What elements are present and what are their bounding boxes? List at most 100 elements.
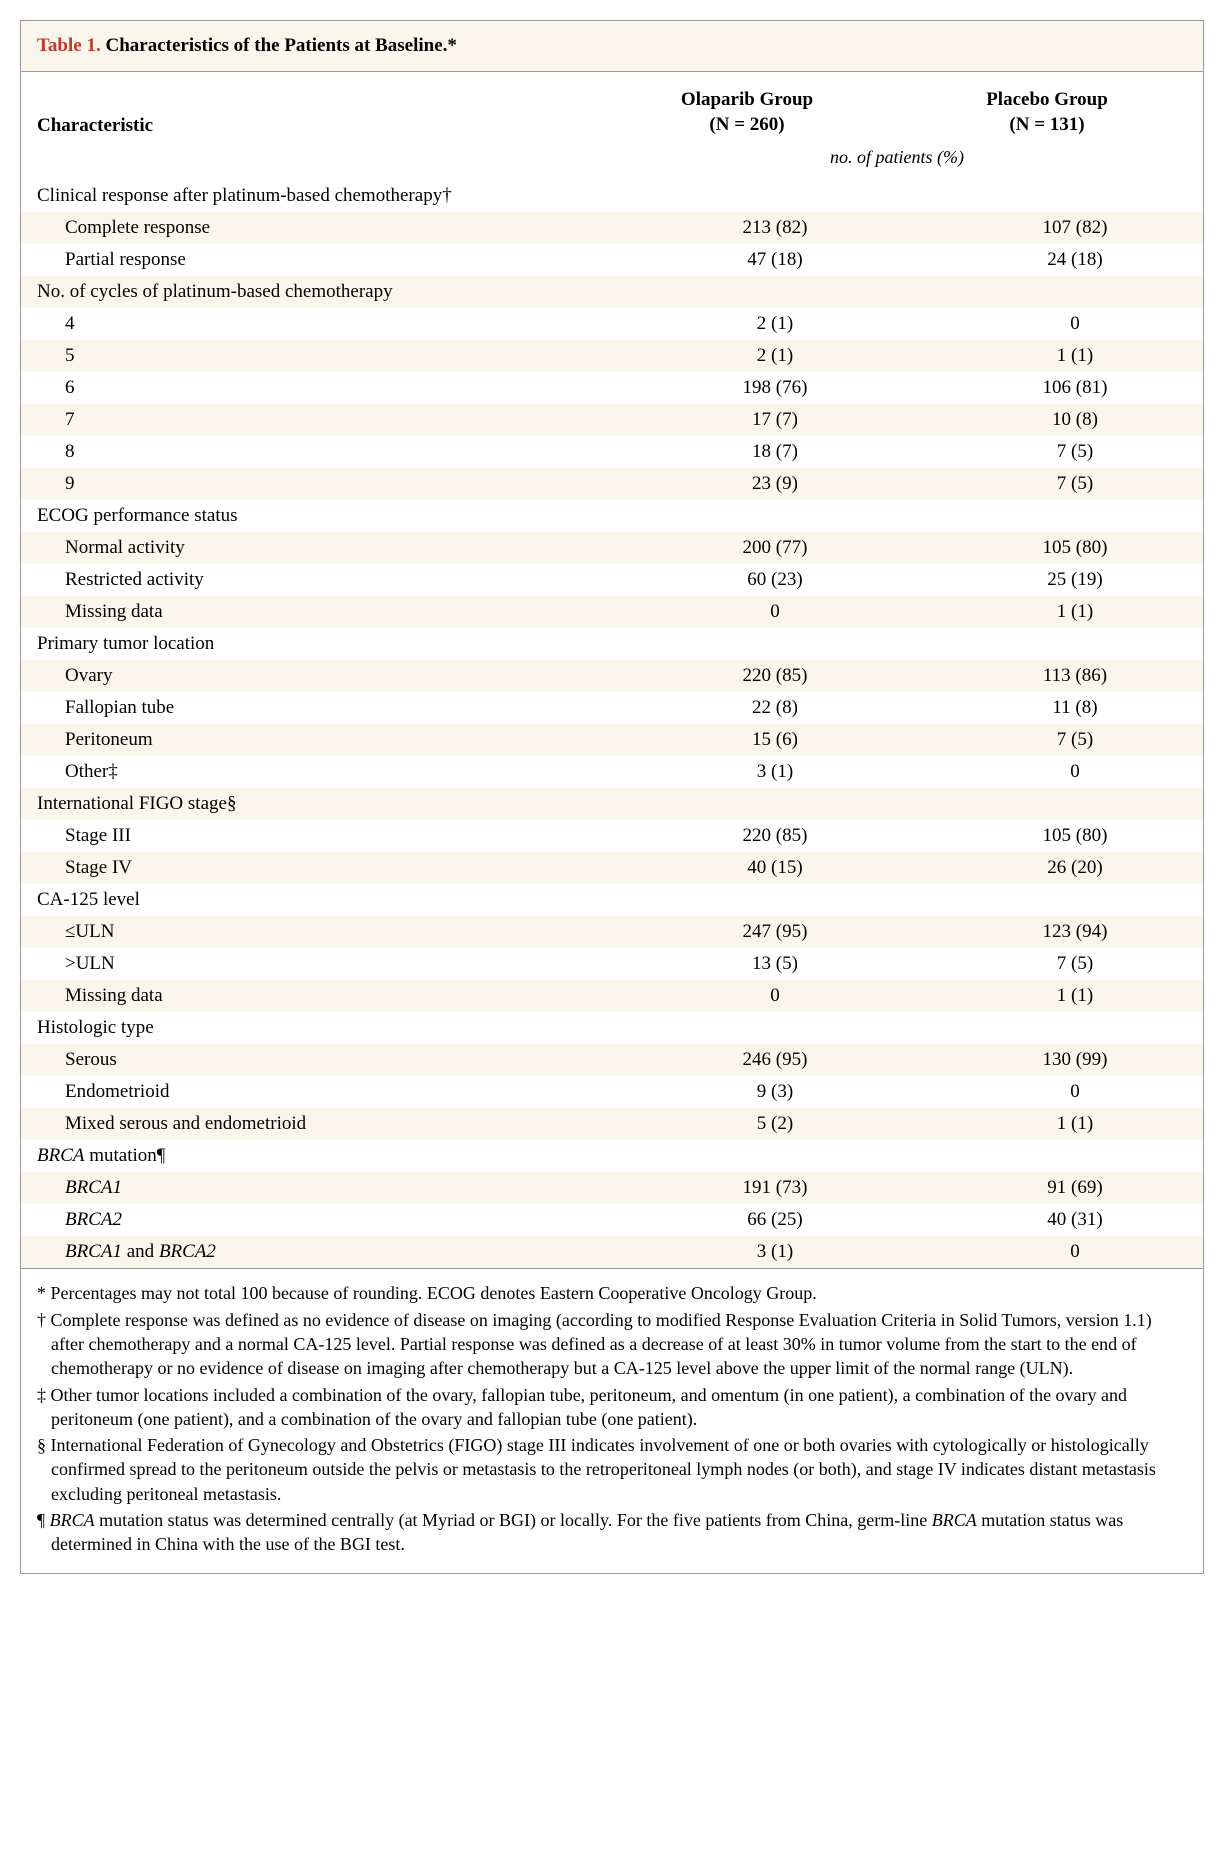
- footnote: ¶ BRCA mutation status was determined ce…: [37, 1508, 1187, 1557]
- row-label: Restricted activity: [37, 569, 625, 591]
- row-olaparib: 15 (6): [625, 729, 925, 751]
- table-row: Restricted activity60 (23)25 (19): [21, 564, 1203, 596]
- row-placebo: 40 (31): [925, 1209, 1222, 1231]
- row-placebo: 1 (1): [925, 1113, 1222, 1135]
- row-olaparib: 200 (77): [625, 537, 925, 559]
- row-olaparib: 3 (1): [625, 761, 925, 783]
- table-row: Complete response213 (82)107 (82): [21, 212, 1203, 244]
- table-row: Fallopian tube22 (8)11 (8): [21, 692, 1203, 724]
- row-olaparib: 220 (85): [625, 825, 925, 847]
- row-label: Stage IV: [37, 857, 625, 879]
- row-placebo: 7 (5): [925, 473, 1222, 495]
- section-label: International FIGO stage§: [37, 793, 597, 815]
- row-olaparib: 220 (85): [625, 665, 925, 687]
- row-olaparib: 191 (73): [625, 1177, 925, 1199]
- row-olaparib: 2 (1): [625, 313, 925, 335]
- row-olaparib: 3 (1): [625, 1241, 925, 1263]
- row-placebo: 107 (82): [925, 217, 1222, 239]
- row-label: Peritoneum: [37, 729, 625, 751]
- table-row: Endometrioid9 (3)0: [21, 1076, 1203, 1108]
- row-olaparib: 60 (23): [625, 569, 925, 591]
- table-row: 6198 (76)106 (81): [21, 372, 1203, 404]
- section-label: Primary tumor location: [37, 633, 597, 655]
- row-label: Mixed serous and endometrioid: [37, 1113, 625, 1135]
- header-placebo-l2: (N = 131): [1009, 114, 1084, 135]
- row-label: 6: [37, 377, 625, 399]
- row-label: BRCA1: [37, 1177, 625, 1199]
- footnotes: * Percentages may not total 100 because …: [21, 1268, 1203, 1572]
- table-number: Table 1.: [37, 35, 101, 56]
- section-label: CA-125 level: [37, 889, 597, 911]
- row-olaparib: 13 (5): [625, 953, 925, 975]
- table-row: 818 (7)7 (5): [21, 436, 1203, 468]
- row-placebo: 0: [925, 1081, 1222, 1103]
- row-olaparib: 23 (9): [625, 473, 925, 495]
- row-olaparib: 5 (2): [625, 1113, 925, 1135]
- row-olaparib: 213 (82): [625, 217, 925, 239]
- table-title: Characteristics of the Patients at Basel…: [101, 35, 457, 56]
- row-olaparib: 246 (95): [625, 1049, 925, 1071]
- row-placebo: 91 (69): [925, 1177, 1222, 1199]
- row-olaparib: 247 (95): [625, 921, 925, 943]
- table-row: 923 (9)7 (5): [21, 468, 1203, 500]
- row-placebo: 106 (81): [925, 377, 1222, 399]
- row-olaparib: 17 (7): [625, 409, 925, 431]
- row-placebo: 7 (5): [925, 441, 1222, 463]
- table-row: Normal activity200 (77)105 (80): [21, 532, 1203, 564]
- row-label: BRCA1 and BRCA2: [37, 1241, 625, 1263]
- row-placebo: 105 (80): [925, 825, 1222, 847]
- table-row: BRCA mutation¶: [21, 1140, 1203, 1172]
- table-row: Stage IV40 (15)26 (20): [21, 852, 1203, 884]
- table-row: No. of cycles of platinum-based chemothe…: [21, 276, 1203, 308]
- table-row: BRCA1191 (73)91 (69): [21, 1172, 1203, 1204]
- row-label: Complete response: [37, 217, 625, 239]
- row-placebo: 130 (99): [925, 1049, 1222, 1071]
- table-row: BRCA266 (25)40 (31): [21, 1204, 1203, 1236]
- table-row: Partial response47 (18)24 (18): [21, 244, 1203, 276]
- row-olaparib: 0: [625, 985, 925, 1007]
- section-label: No. of cycles of platinum-based chemothe…: [37, 281, 597, 303]
- table-row: Missing data01 (1): [21, 980, 1203, 1012]
- row-olaparib: 66 (25): [625, 1209, 925, 1231]
- row-label: Partial response: [37, 249, 625, 271]
- row-label: Fallopian tube: [37, 697, 625, 719]
- row-placebo: 10 (8): [925, 409, 1222, 431]
- table-title-row: Table 1. Characteristics of the Patients…: [21, 21, 1203, 72]
- row-placebo: 7 (5): [925, 953, 1222, 975]
- header-olaparib-l2: (N = 260): [709, 114, 784, 135]
- table-body: Clinical response after platinum-based c…: [21, 180, 1203, 1268]
- table-row: Clinical response after platinum-based c…: [21, 180, 1203, 212]
- row-placebo: 26 (20): [925, 857, 1222, 879]
- row-label: Missing data: [37, 601, 625, 623]
- footnote: * Percentages may not total 100 because …: [37, 1281, 1187, 1305]
- row-label: Endometrioid: [37, 1081, 625, 1103]
- row-placebo: 105 (80): [925, 537, 1222, 559]
- row-olaparib: 9 (3): [625, 1081, 925, 1103]
- section-label: ECOG performance status: [37, 505, 597, 527]
- row-olaparib: 198 (76): [625, 377, 925, 399]
- row-label: Normal activity: [37, 537, 625, 559]
- row-label: Serous: [37, 1049, 625, 1071]
- row-label: Other‡: [37, 761, 625, 783]
- row-placebo: 1 (1): [925, 985, 1222, 1007]
- table-row: 52 (1)1 (1): [21, 340, 1203, 372]
- row-placebo: 123 (94): [925, 921, 1222, 943]
- row-label: 8: [37, 441, 625, 463]
- row-placebo: 0: [925, 313, 1222, 335]
- row-placebo: 11 (8): [925, 697, 1222, 719]
- header-placebo: Placebo Group (N = 131): [897, 88, 1197, 137]
- section-label: Histologic type: [37, 1017, 597, 1039]
- row-label: Stage III: [37, 825, 625, 847]
- row-label: 7: [37, 409, 625, 431]
- row-placebo: 0: [925, 761, 1222, 783]
- row-label: 9: [37, 473, 625, 495]
- row-placebo: 1 (1): [925, 601, 1222, 623]
- row-label: 4: [37, 313, 625, 335]
- row-label: BRCA2: [37, 1209, 625, 1231]
- row-olaparib: 47 (18): [625, 249, 925, 271]
- row-placebo: 24 (18): [925, 249, 1222, 271]
- table-row: Peritoneum15 (6)7 (5): [21, 724, 1203, 756]
- table-row: ECOG performance status: [21, 500, 1203, 532]
- row-placebo: 25 (19): [925, 569, 1222, 591]
- table-row: CA-125 level: [21, 884, 1203, 916]
